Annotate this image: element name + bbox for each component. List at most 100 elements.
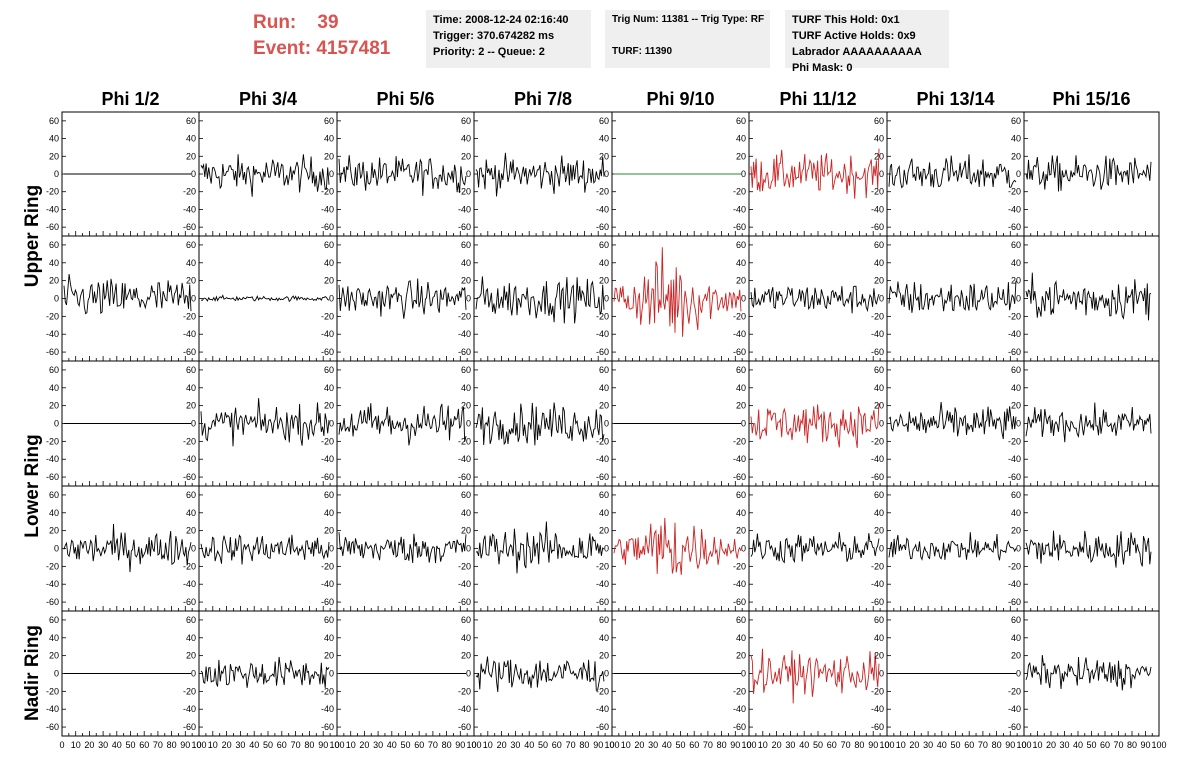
y-tick-label: 40	[461, 383, 471, 393]
x-tick-label: 80	[717, 740, 727, 750]
y-tick-label: 20	[599, 401, 609, 411]
waveform-panel: 60 40 20 0 -20 -40 -60	[46, 610, 200, 737]
y-tick-label: -60	[321, 222, 334, 232]
y-tick-label: 0	[604, 169, 609, 179]
x-tick-label: 90	[318, 740, 328, 750]
column-title: Phi 15/16	[1052, 89, 1130, 109]
y-tick-label: 20	[49, 276, 59, 286]
waveform-panel: 60 40 20 0 -20 -40 -60	[871, 360, 1025, 487]
waveform-panel: 60 40 20 0 -20 -40 -60	[321, 610, 475, 737]
y-tick-label: -40	[458, 704, 471, 714]
x-tick-label: 40	[1073, 740, 1083, 750]
y-tick-label: -20	[871, 187, 884, 197]
y-tick-label: 0	[54, 294, 59, 304]
y-tick-label: -20	[458, 187, 471, 197]
y-tick-label: -60	[596, 597, 609, 607]
y-tick-label: 60	[49, 365, 59, 375]
run-value: 39	[317, 12, 339, 33]
x-tick-label: 100	[1016, 740, 1031, 750]
y-tick-label: 0	[466, 169, 471, 179]
waveform-trace	[613, 247, 742, 337]
x-tick-label: 10	[483, 740, 493, 750]
y-tick-label: 60	[186, 490, 196, 500]
x-tick-label: 80	[579, 740, 589, 750]
y-tick-label: 0	[54, 544, 59, 554]
x-tick-label: 0	[196, 740, 201, 750]
y-tick-label: -60	[871, 472, 884, 482]
y-tick-label: 40	[324, 134, 334, 144]
x-tick-label: 80	[167, 740, 177, 750]
y-tick-label: -40	[183, 579, 196, 589]
y-tick-label: -20	[183, 436, 196, 446]
x-tick-label: 60	[964, 740, 974, 750]
panel-frame	[611, 235, 750, 362]
y-tick-label: 60	[599, 615, 609, 625]
y-tick-label: -60	[1008, 347, 1021, 357]
y-tick-label: 20	[461, 276, 471, 286]
y-tick-label: -40	[183, 329, 196, 339]
y-tick-label: -20	[321, 436, 334, 446]
y-tick-label: -40	[458, 329, 471, 339]
y-tick-label: 60	[874, 365, 884, 375]
x-tick-label: 50	[675, 740, 685, 750]
y-tick-label: -20	[733, 686, 746, 696]
y-tick-label: -40	[733, 704, 746, 714]
x-tick-label: 90	[455, 740, 465, 750]
run-event-box: Run: 39 Event: 4157481	[253, 10, 418, 68]
y-tick-label: -40	[596, 329, 609, 339]
y-tick-label: -40	[1008, 454, 1021, 464]
y-tick-label: 20	[599, 526, 609, 536]
x-tick-label: 50	[125, 740, 135, 750]
waveform-trace	[475, 276, 605, 324]
y-tick-label: -60	[1008, 472, 1021, 482]
ring-label: Lower Ring	[22, 434, 43, 537]
x-tick-label: 0	[471, 740, 476, 750]
x-tick-label: 20	[909, 740, 919, 750]
waveform-panel: 60 40 20 0 -20 -40 -60	[1008, 610, 1160, 737]
waveform-panel: 60 40 20 0 -20 -40 -60	[458, 111, 613, 237]
y-tick-label: -40	[321, 579, 334, 589]
y-tick-label: 60	[186, 116, 196, 126]
y-tick-label: 60	[461, 615, 471, 625]
y-tick-label: -60	[871, 347, 884, 357]
y-tick-label: 20	[49, 151, 59, 161]
waveform-trace	[200, 154, 330, 197]
y-tick-label: -40	[183, 704, 196, 714]
x-tick-label: 80	[304, 740, 314, 750]
x-tick-label: 0	[746, 740, 751, 750]
waveform-panel: 60 40 20 0 -20 -40 -60	[733, 111, 888, 237]
y-tick-label: -40	[321, 454, 334, 464]
waveform-trace	[1025, 272, 1152, 321]
waveform-trace	[888, 154, 1017, 189]
waveform-panel: 60 40 20 0 -20 -40 -60	[46, 485, 200, 612]
x-tick-label: 0	[884, 740, 889, 750]
y-tick-label: 0	[741, 169, 746, 179]
turf-active-holds-text: TURF Active Holds: 0x9	[792, 30, 916, 42]
y-tick-label: 0	[1016, 169, 1021, 179]
y-tick-label: 20	[324, 276, 334, 286]
panel-frame	[886, 360, 1025, 487]
y-tick-label: -20	[871, 561, 884, 571]
x-tick-label: 20	[772, 740, 782, 750]
y-tick-label: 0	[329, 669, 334, 679]
y-tick-label: 0	[879, 544, 884, 554]
y-tick-label: -20	[871, 311, 884, 321]
x-tick-label: 60	[1100, 740, 1110, 750]
y-tick-label: 0	[741, 294, 746, 304]
y-tick-label: -40	[871, 579, 884, 589]
x-tick-label: 10	[896, 740, 906, 750]
y-tick-label: -40	[321, 704, 334, 714]
waveform-trace	[475, 402, 605, 446]
y-tick-label: 40	[49, 258, 59, 268]
y-tick-label: 60	[874, 116, 884, 126]
ring-label: Upper Ring	[22, 185, 43, 287]
waveform-trace	[888, 280, 1017, 313]
y-tick-label: -20	[183, 561, 196, 571]
waveform-trace	[475, 152, 605, 197]
y-tick-label: 20	[1011, 401, 1021, 411]
y-tick-label: -60	[183, 472, 196, 482]
column-title: Phi 9/10	[646, 89, 714, 109]
y-tick-label: -40	[871, 454, 884, 464]
y-tick-label: -60	[871, 222, 884, 232]
waveform-panel: 60 40 20 0 -20 -40 -60	[458, 610, 613, 737]
